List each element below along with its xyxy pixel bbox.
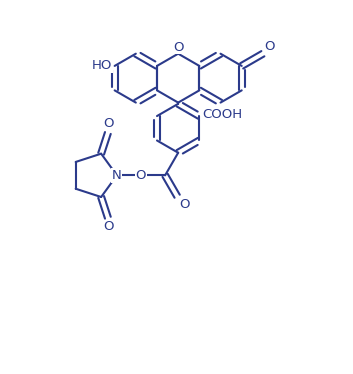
Text: O: O — [103, 220, 114, 233]
Text: O: O — [103, 117, 114, 130]
Text: O: O — [136, 169, 146, 182]
Text: O: O — [173, 41, 184, 54]
Text: O: O — [179, 198, 189, 211]
Text: COOH: COOH — [203, 108, 243, 121]
Text: N: N — [112, 169, 122, 182]
Text: O: O — [264, 40, 275, 53]
Text: HO: HO — [91, 59, 112, 73]
